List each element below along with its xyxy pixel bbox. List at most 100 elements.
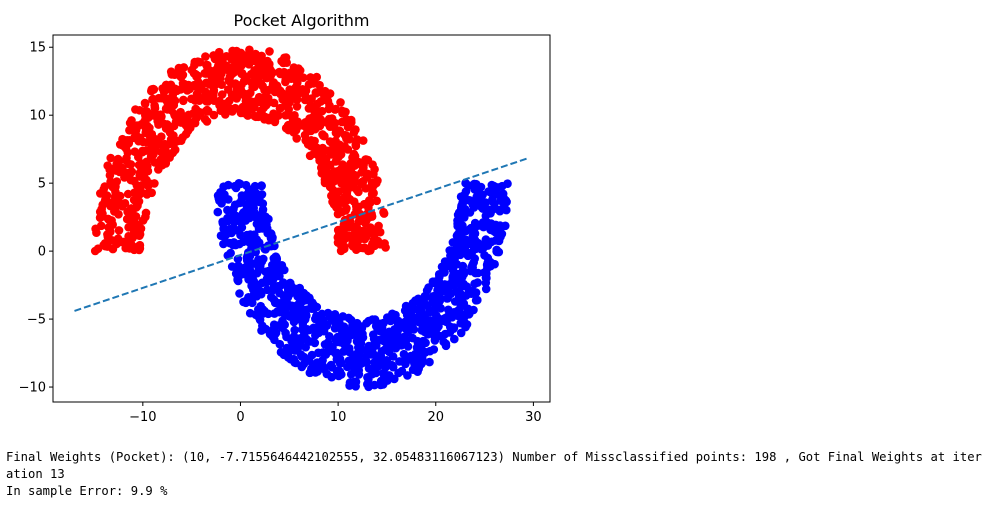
- data-point: [275, 282, 284, 292]
- data-point: [381, 243, 390, 252]
- data-point: [483, 220, 493, 230]
- data-point: [363, 379, 372, 389]
- data-point: [435, 272, 444, 281]
- data-point: [483, 205, 493, 214]
- data-point: [495, 221, 505, 230]
- data-point: [114, 158, 123, 168]
- data-point: [213, 207, 223, 217]
- data-point: [133, 201, 142, 211]
- data-point: [250, 181, 260, 191]
- data-point: [365, 343, 375, 352]
- data-point: [403, 342, 413, 351]
- data-point: [230, 200, 240, 210]
- data-points: [90, 45, 512, 392]
- data-point: [353, 332, 362, 341]
- data-point: [415, 309, 425, 319]
- y-tick-label: 10: [29, 109, 46, 124]
- data-point: [275, 307, 284, 317]
- y-axis-ticks: −10 −5 0 5 10 15: [19, 41, 53, 396]
- data-point: [231, 225, 241, 235]
- data-point: [289, 63, 299, 72]
- data-point: [316, 115, 326, 124]
- data-point: [262, 285, 272, 295]
- data-point: [473, 295, 482, 305]
- x-axis-ticks: −10 0 10 20 30: [129, 402, 542, 425]
- data-point: [463, 304, 473, 314]
- data-point: [366, 350, 376, 359]
- data-point: [129, 176, 139, 186]
- data-point: [384, 327, 394, 337]
- data-point: [421, 292, 431, 302]
- data-point: [187, 94, 196, 104]
- data-point: [122, 214, 132, 224]
- plot-frame: [52, 34, 551, 403]
- data-point: [142, 138, 152, 147]
- data-point: [329, 142, 338, 151]
- data-point: [148, 94, 158, 104]
- data-point: [229, 215, 239, 225]
- data-point: [134, 152, 143, 162]
- data-point: [339, 220, 349, 229]
- data-point: [336, 98, 345, 107]
- data-point: [346, 315, 356, 325]
- data-point: [325, 332, 334, 341]
- data-point: [302, 291, 311, 301]
- data-point: [376, 352, 386, 361]
- data-point: [230, 181, 240, 191]
- data-point: [169, 121, 179, 131]
- data-point: [300, 95, 310, 105]
- data-point: [202, 117, 212, 126]
- data-point: [194, 79, 204, 89]
- data-point: [429, 345, 439, 354]
- data-point: [358, 214, 368, 223]
- data-point: [119, 141, 129, 151]
- data-point: [366, 246, 375, 255]
- data-point: [159, 87, 169, 97]
- data-point: [170, 109, 179, 119]
- data-point: [341, 107, 350, 117]
- data-point: [297, 352, 307, 361]
- data-point: [268, 79, 278, 88]
- data-point: [315, 80, 324, 90]
- data-point: [285, 312, 295, 321]
- data-point: [242, 201, 252, 210]
- data-point: [120, 199, 130, 208]
- data-point: [372, 196, 382, 206]
- data-point: [421, 314, 431, 324]
- data-point: [357, 168, 366, 177]
- data-point: [249, 203, 258, 213]
- data-point: [237, 61, 246, 70]
- data-point: [431, 295, 440, 305]
- data-point: [156, 155, 166, 164]
- data-point: [322, 321, 332, 331]
- data-point: [127, 240, 136, 250]
- data-point: [383, 376, 392, 385]
- data-point: [112, 194, 122, 203]
- data-point: [202, 78, 211, 88]
- data-point: [312, 72, 322, 82]
- data-point: [301, 342, 311, 352]
- data-point: [219, 182, 228, 191]
- data-point: [353, 224, 362, 233]
- data-point: [436, 304, 446, 313]
- data-point: [336, 146, 345, 156]
- data-point: [184, 117, 193, 127]
- data-point: [176, 72, 186, 82]
- data-point: [270, 260, 280, 270]
- data-point: [174, 63, 184, 73]
- data-point: [165, 128, 175, 137]
- data-point: [346, 115, 356, 125]
- data-point: [330, 167, 339, 176]
- data-point: [345, 344, 354, 353]
- data-point: [142, 175, 151, 185]
- data-point: [241, 92, 250, 101]
- data-point: [306, 126, 316, 136]
- data-point: [481, 235, 491, 244]
- data-point: [458, 199, 468, 208]
- data-point: [307, 364, 316, 374]
- data-point: [113, 234, 123, 243]
- data-point: [266, 65, 275, 75]
- data-point: [374, 335, 383, 345]
- data-point: [430, 336, 440, 345]
- data-point: [171, 137, 180, 146]
